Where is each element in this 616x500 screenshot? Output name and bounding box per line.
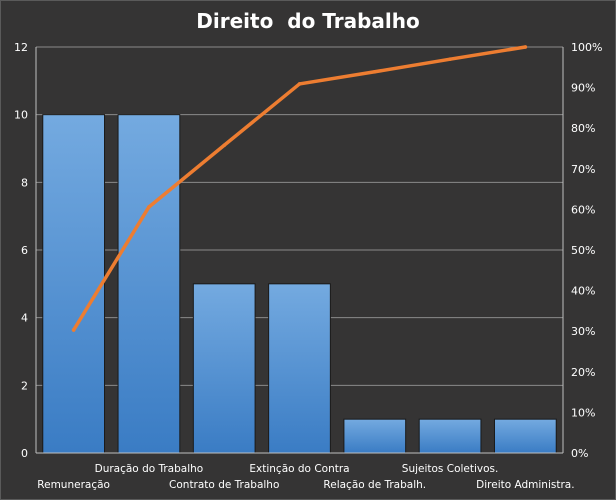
y2-tick-label: 40% xyxy=(571,285,595,298)
line-point xyxy=(71,328,76,332)
y2-tick-label: 80% xyxy=(571,122,595,135)
bar-series xyxy=(42,114,557,454)
bar xyxy=(343,418,407,454)
x-category-label: Sujeitos Coletivos. xyxy=(402,463,499,475)
y2-tick-label: 100% xyxy=(571,41,602,54)
bar xyxy=(42,114,106,454)
bar xyxy=(493,418,557,454)
x-category-label: Direito Administra. xyxy=(476,479,574,491)
line-point xyxy=(523,45,528,49)
y2-tick-label: 0% xyxy=(571,447,588,460)
line-point xyxy=(372,69,377,74)
x-category-label: Relação de Trabalh. xyxy=(323,479,426,491)
y-tick-label: 10 xyxy=(14,109,28,122)
y-tick-label: 4 xyxy=(21,312,28,325)
x-category-label: Contrato de Trabalho xyxy=(169,479,279,491)
axes: 0 2 4 6 8 10 12 0% 10% 20% 30% 40% 50% 60% 70% 80% 90% 10… xyxy=(14,41,602,491)
chart-title: Direito do Trabalho xyxy=(196,9,419,33)
cumulative-line-series xyxy=(71,45,528,332)
line-point xyxy=(448,57,452,61)
y2-tick-label: 10% xyxy=(571,406,595,419)
y2-tick-label: 60% xyxy=(571,203,595,216)
line-point xyxy=(222,143,227,148)
y2-tick-label: 70% xyxy=(571,163,595,176)
y-tick-label: 8 xyxy=(21,176,28,189)
bar xyxy=(418,418,482,454)
y-tick-label: 6 xyxy=(21,244,28,257)
y-tick-label: 0 xyxy=(21,447,28,460)
y2-tick-label: 50% xyxy=(571,244,595,257)
x-category-label: Extinção do Contra xyxy=(249,463,349,475)
bar xyxy=(268,283,331,454)
line-point xyxy=(147,205,151,209)
bar xyxy=(117,114,181,454)
y2-tick-label: 90% xyxy=(571,82,595,95)
line-point xyxy=(297,82,302,86)
y-tick-label: 2 xyxy=(21,379,28,392)
y2-tick-label: 20% xyxy=(571,366,595,379)
x-category-label: Remuneração xyxy=(37,479,110,491)
y2-tick-label: 30% xyxy=(571,325,595,338)
x-category-label: Duração do Trabalho xyxy=(95,463,204,475)
bar xyxy=(192,283,256,454)
y-tick-label: 12 xyxy=(14,41,28,54)
